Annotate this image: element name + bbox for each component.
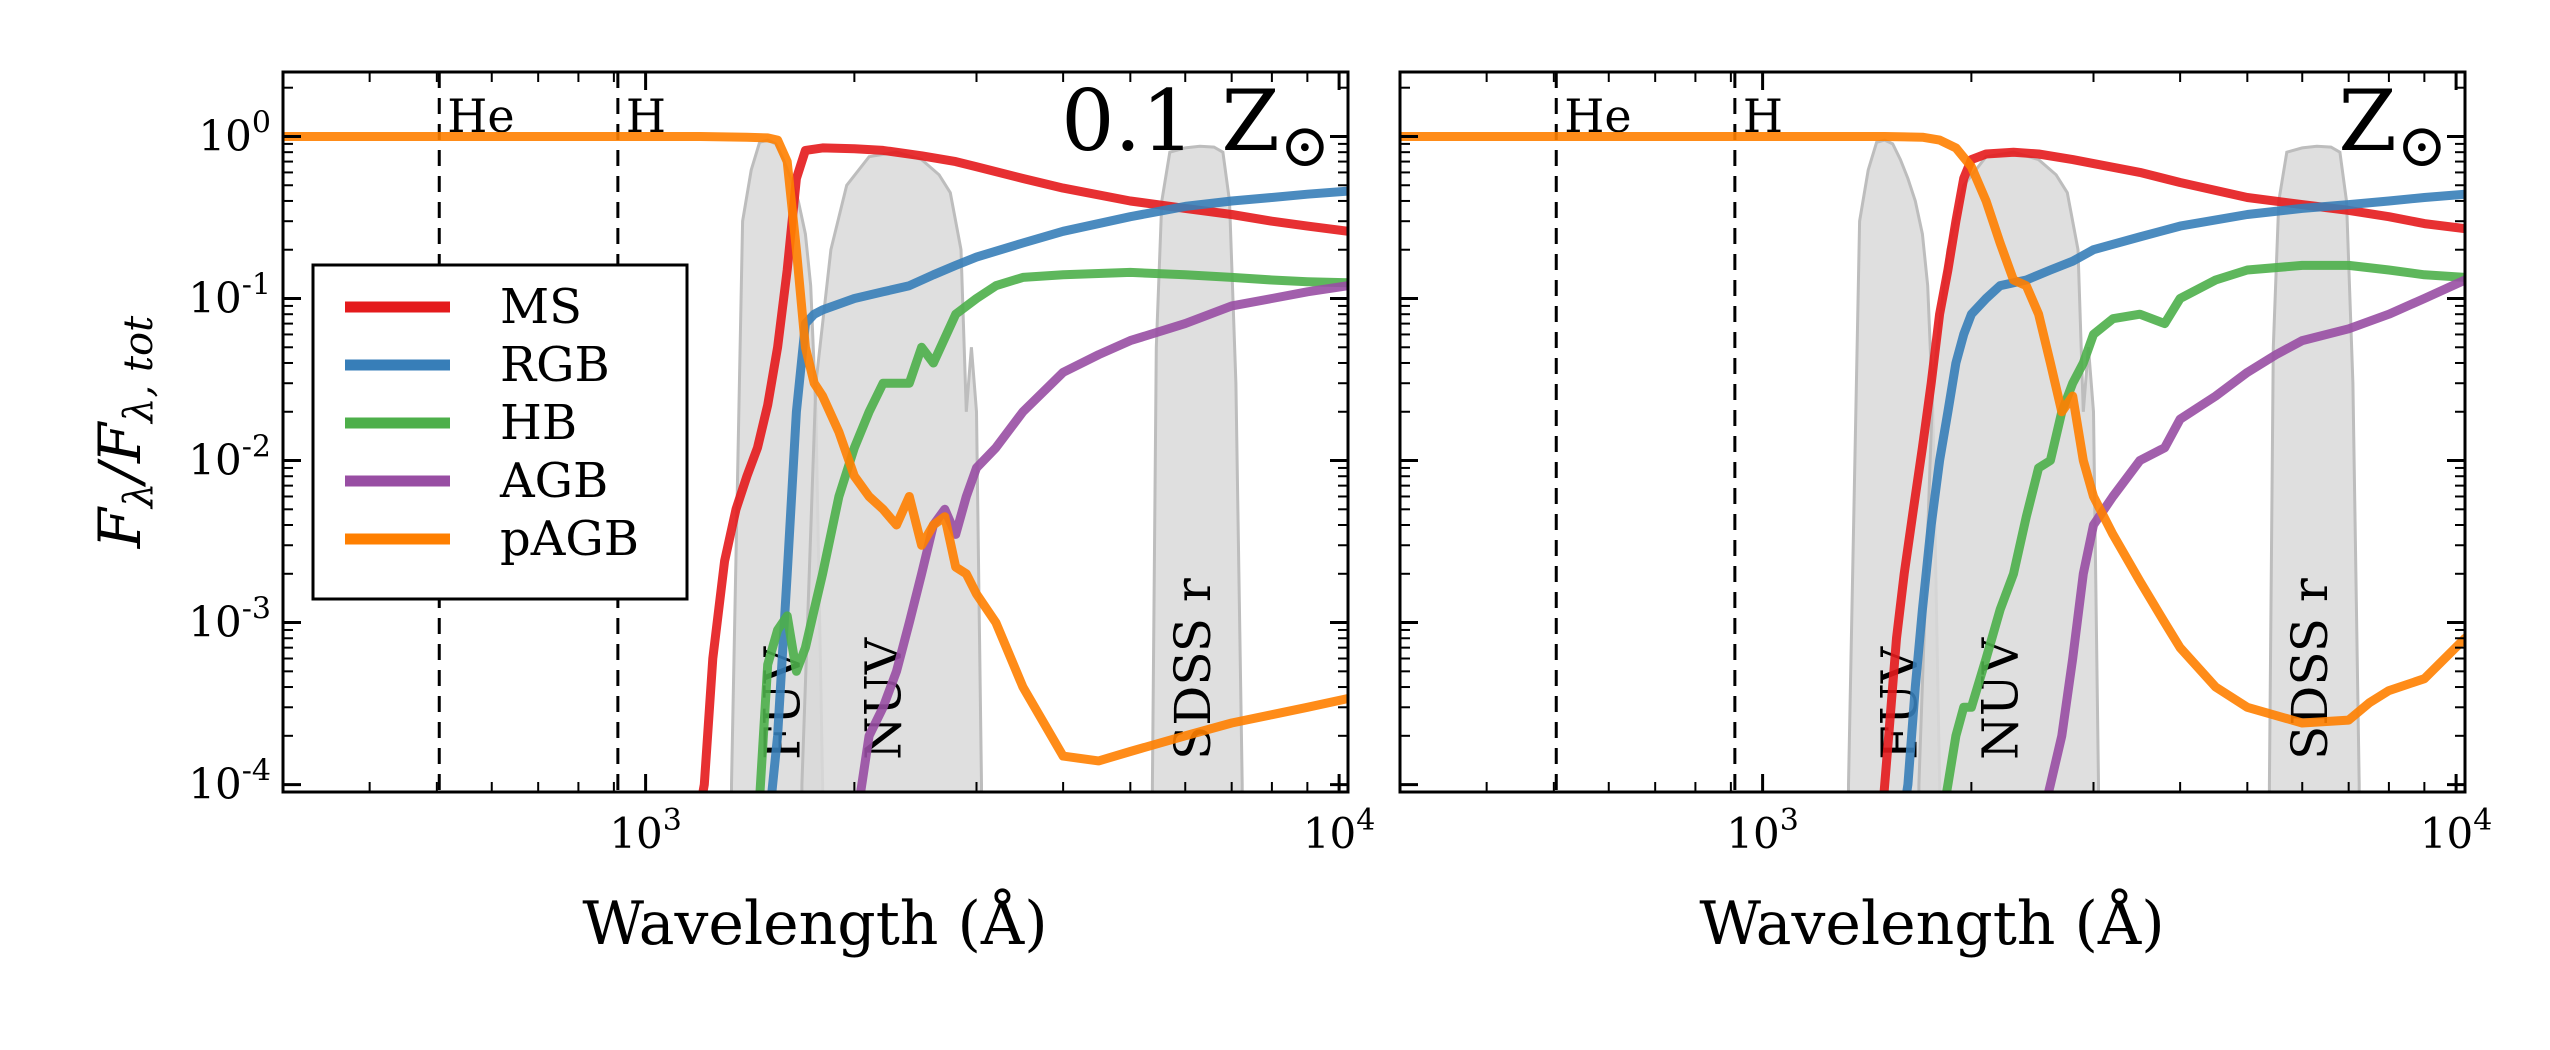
legend-label-ms: MS [500,279,582,335]
series-agb [2043,275,2465,792]
y-tick-label: 100 [198,105,271,160]
x-tick-label: 104 [1303,803,1376,858]
ylabel-den: F [86,421,154,464]
y-axis-label: Fλ/Fλ, tot [86,315,162,549]
series-pagb [283,132,1348,766]
right-lines [1400,132,2465,792]
y-tick-label: 10-1 [188,268,271,323]
left-x-axis-label: Wavelength (Å) [582,888,1047,959]
series-pagb [1400,132,2465,728]
left-panel-title: 0.1 Z⊙ [1061,72,1330,181]
series-agb [856,281,1348,792]
right-axes-frame [1398,70,2467,794]
series-hb [1942,260,2465,792]
filter-label-sdss-r: SDSS r [2281,578,2339,760]
panel-right: FUV NUV SDSS r He H 103 104 Z⊙ Wavelength (Å… [1398,70,2493,959]
y-tick-label: 10-2 [188,430,271,485]
x-tick-label: 103 [609,803,682,858]
x-tick-label: 104 [2420,803,2493,858]
left-vlines [437,72,620,792]
left-axes-frame [281,70,1350,794]
right-panel-title: Z⊙ [2338,72,2447,181]
ylabel-sub-num: λ [116,483,162,510]
ylabel-main: F [86,506,154,549]
legend-label-hb: HB [500,395,577,451]
right-vlines [1554,72,1737,792]
y-tick-label: 10-3 [188,592,271,647]
series-hb [755,267,1348,792]
filter-nuv [800,150,983,792]
left-title-symbol: ⊙ [1280,111,1330,181]
legend-label-pagb: pAGB [500,511,639,567]
x-tick-label: 103 [1726,803,1799,858]
right-ticks: 103 104 [1399,72,2493,858]
ylabel-sub-den: λ, tot [116,315,162,425]
left-ticks: 103 104 100 10-1 10-2 10-3 10-4 [188,72,1375,858]
panel-left: FUV NUV SDSS r He H 103 10410010-110-210-310… [188,70,1375,959]
series-rgb [767,186,1348,792]
legend-label-agb: AGB [499,453,608,509]
right-x-axis-label: Wavelength (Å) [1699,888,2164,959]
filter-label-nuv: NUV [1971,637,2029,760]
y-tick-label: 10-4 [188,754,271,809]
left-lines [283,132,1348,792]
legend-label-rgb: RGB [500,337,610,393]
right-title-symbol: ⊙ [2397,111,2447,181]
